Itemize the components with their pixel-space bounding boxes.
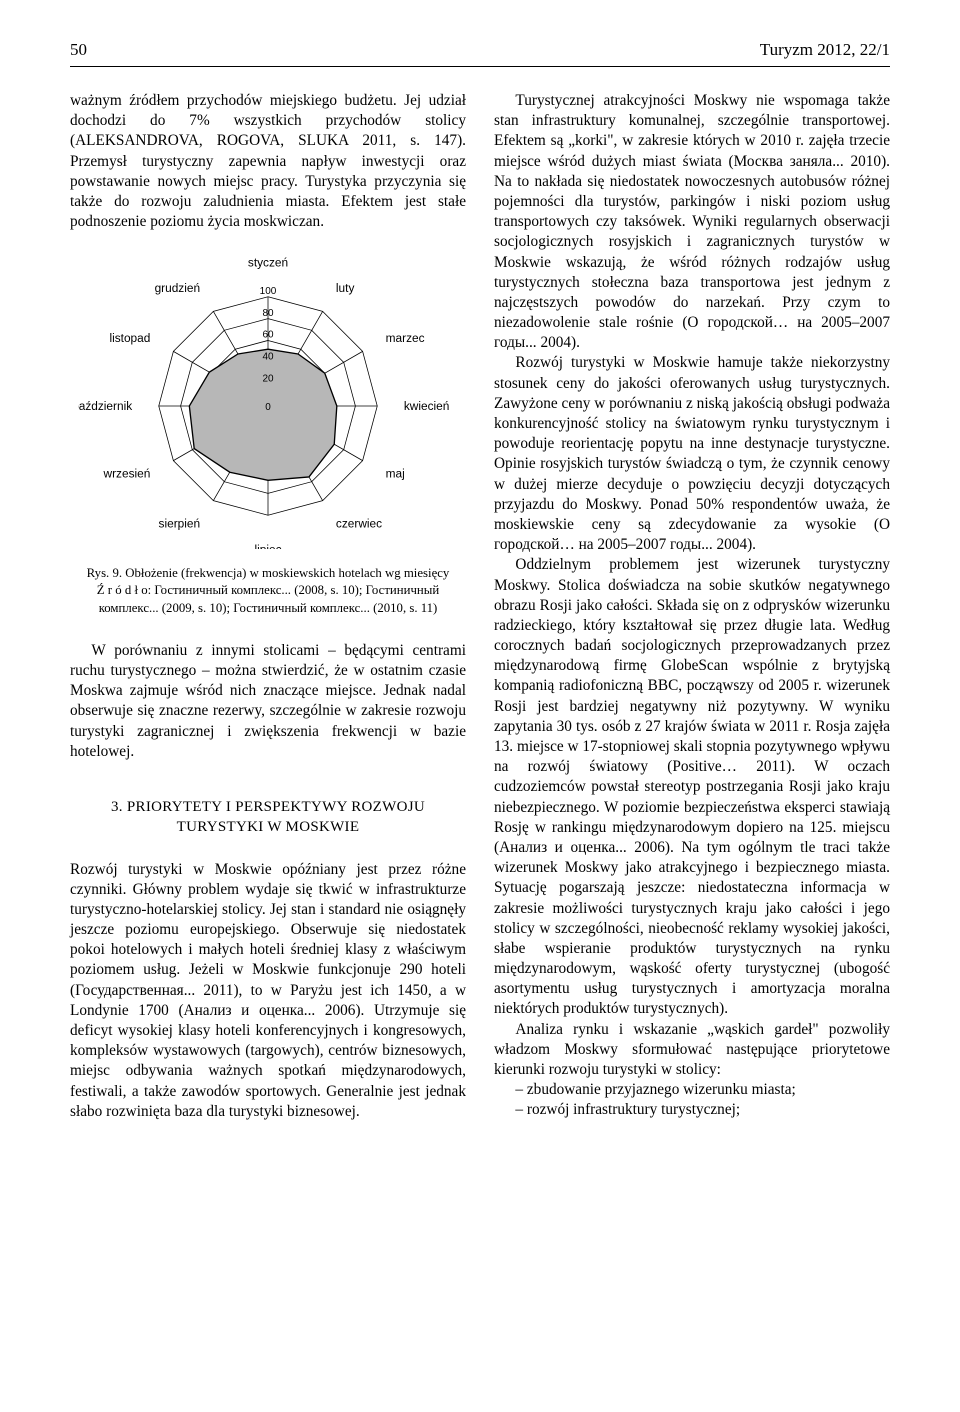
- svg-text:sierpień: sierpień: [159, 517, 201, 531]
- left-para-2: W porównaniu z innymi stolicami – będący…: [70, 641, 466, 762]
- journal-title: Turyzm 2012, 22/1: [760, 40, 890, 60]
- svg-text:styczeń: styczeń: [248, 256, 288, 270]
- svg-text:80: 80: [262, 308, 274, 319]
- svg-text:100: 100: [260, 286, 277, 297]
- left-column: ważnym źródłem przychodów miejskiego bud…: [70, 91, 466, 1122]
- right-para-4: Analiza rynku i wskazanie „wąskich garde…: [494, 1020, 890, 1081]
- header-rule: [70, 66, 890, 67]
- svg-text:wrzesień: wrzesień: [103, 467, 151, 481]
- radar-svg: 20 40 60 80 100 0 styczeń luty marzec kwiecień maj…: [78, 254, 458, 549]
- svg-text:luty: luty: [336, 281, 355, 295]
- running-header: 50 Turyzm 2012, 22/1: [70, 40, 890, 60]
- svg-text:lipiec: lipiec: [254, 543, 281, 549]
- svg-text:kwiecień: kwiecień: [404, 399, 449, 413]
- right-para-2: Rozwój turystyki w Moskwie hamuje także …: [494, 353, 890, 555]
- svg-text:60: 60: [262, 330, 274, 341]
- svg-text:październik: październik: [78, 399, 132, 413]
- svg-text:czerwiec: czerwiec: [336, 517, 382, 531]
- figure-caption: Rys. 9. Obłożenie (frekwencja) w moskiew…: [70, 565, 466, 617]
- right-column: Turystycznej atrakcyjności Moskwy nie ws…: [494, 91, 890, 1122]
- radar-chart: 20 40 60 80 100 0 styczeń luty marzec kwiecień maj…: [70, 254, 466, 555]
- svg-text:20: 20: [262, 374, 274, 385]
- caption-line-2: Ź r ó d ł o: Гостиничный комплекс... (20…: [70, 582, 466, 617]
- section-3-heading: 3. PRIORYTETY I PERSPEKTYWY ROZWOJU TURY…: [70, 798, 466, 838]
- right-para-3: Oddzielnym problemem jest wizerunek tury…: [494, 555, 890, 1019]
- right-bullet-2: – rozwój infrastruktury turystycznej;: [494, 1100, 890, 1120]
- svg-text:listopad: listopad: [109, 331, 150, 345]
- right-bullet-1: – zbudowanie przyjaznego wizerunku miast…: [494, 1080, 890, 1100]
- svg-text:40: 40: [262, 352, 274, 363]
- left-para-1: ważnym źródłem przychodów miejskiego bud…: [70, 91, 466, 232]
- svg-text:grudzień: grudzień: [155, 281, 201, 295]
- svg-text:marzec: marzec: [386, 331, 425, 345]
- svg-text:maj: maj: [386, 467, 405, 481]
- two-column-layout: ważnym źródłem przychodów miejskiego bud…: [70, 91, 890, 1122]
- page: 50 Turyzm 2012, 22/1 ważnym źródłem przy…: [0, 0, 960, 1182]
- left-para-3: Rozwój turystyki w Moskwie opóźniany jes…: [70, 860, 466, 1122]
- page-number: 50: [70, 40, 87, 60]
- caption-line-1: Rys. 9. Obłożenie (frekwencja) w moskiew…: [70, 565, 466, 582]
- svg-text:0: 0: [265, 402, 271, 413]
- right-para-1: Turystycznej atrakcyjności Moskwy nie ws…: [494, 91, 890, 353]
